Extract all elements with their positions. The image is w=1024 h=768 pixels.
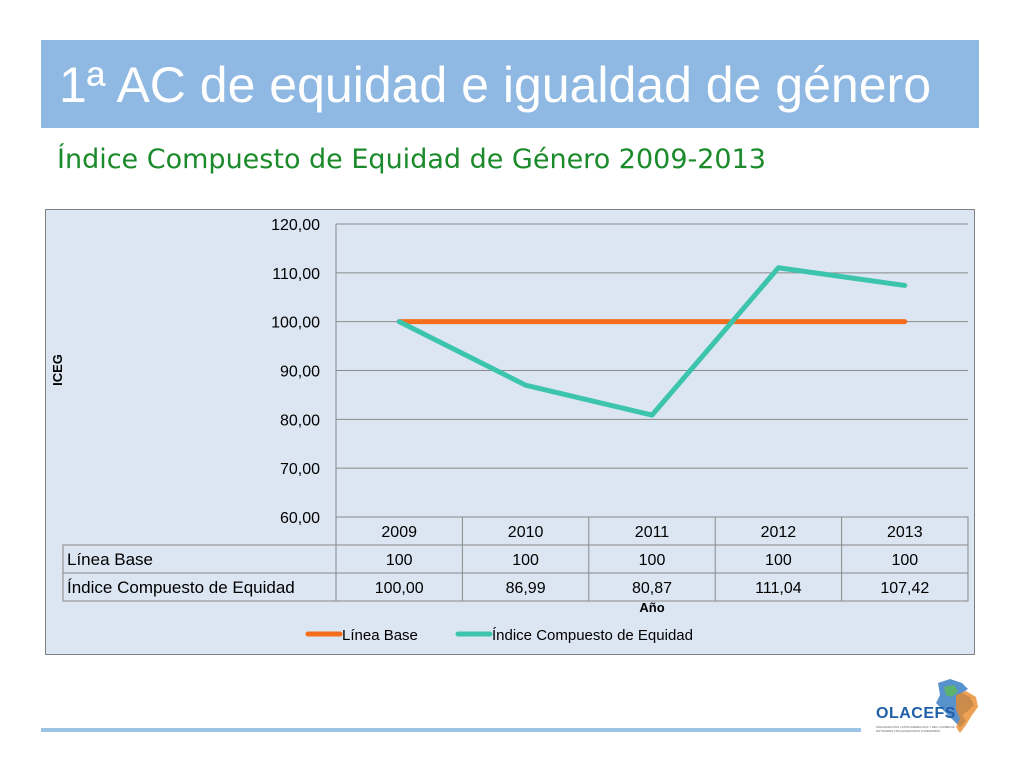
chart-subtitle: Índice Compuesto de Equidad de Género 20…: [57, 144, 766, 175]
legend-label: Índice Compuesto de Equidad: [492, 627, 693, 644]
table-row-header: Índice Compuesto de Equidad: [67, 578, 295, 597]
table-row: [62, 572, 969, 602]
y-tick-label: 120,00: [271, 217, 320, 234]
line-chart: 60,00 70,00 80,00 90,00 100,00 110,00 120,00 IC…: [50, 217, 969, 644]
y-tick-label: 80,00: [280, 412, 320, 429]
table-data-label: 107,42: [880, 580, 929, 597]
x-category-label: 2011: [635, 524, 670, 541]
table-data-label: 100,00: [375, 580, 424, 597]
table-data-label: 80,87: [632, 580, 672, 597]
y-tick-label: 60,00: [280, 510, 320, 527]
y-tick-label: 110,00: [272, 266, 320, 283]
x-category-label: 2009: [381, 524, 417, 541]
bottom-divider: [41, 728, 861, 732]
page-title: 1ª AC de equidad e igualdad de género: [59, 57, 931, 113]
series-line-indice: [396, 265, 908, 418]
y-tick-label: 90,00: [280, 364, 320, 381]
y-axis-title: ICEG: [50, 354, 65, 386]
title-bar: 1ª AC de equidad e igualdad de género: [41, 40, 979, 128]
x-axis-title: Año: [639, 600, 664, 615]
x-category-label: 2010: [508, 524, 544, 541]
table-data-label: 86,99: [506, 580, 546, 597]
table-data-label: 100: [891, 552, 918, 569]
table-data-label: 111,04: [755, 580, 802, 597]
y-tick-label: 100,00: [271, 315, 320, 332]
logo-tagline: ORGANIZACIÓN LATINOAMERICANA Y DEL CARIB…: [876, 725, 955, 733]
table-data-label: 100: [386, 552, 413, 569]
table-data-label: 100: [765, 552, 792, 569]
legend-label: Línea Base: [342, 627, 418, 644]
x-category-label: 2012: [761, 524, 797, 541]
table-data-label: 100: [512, 552, 539, 569]
chart-container: 60,00 70,00 80,00 90,00 100,00 110,00 120,00 IC…: [45, 209, 975, 655]
y-tick-label: 70,00: [280, 461, 320, 478]
x-category-label: 2013: [887, 524, 923, 541]
olacefs-logo: OLACEFS ORGANIZACIÓN LATINOAMERICANA Y D…: [870, 675, 990, 745]
table-data-label: 100: [639, 552, 666, 569]
americas-map-icon: [936, 679, 978, 733]
table-row-header: Línea Base: [67, 550, 153, 569]
logo-wordmark: OLACEFS: [876, 705, 956, 722]
